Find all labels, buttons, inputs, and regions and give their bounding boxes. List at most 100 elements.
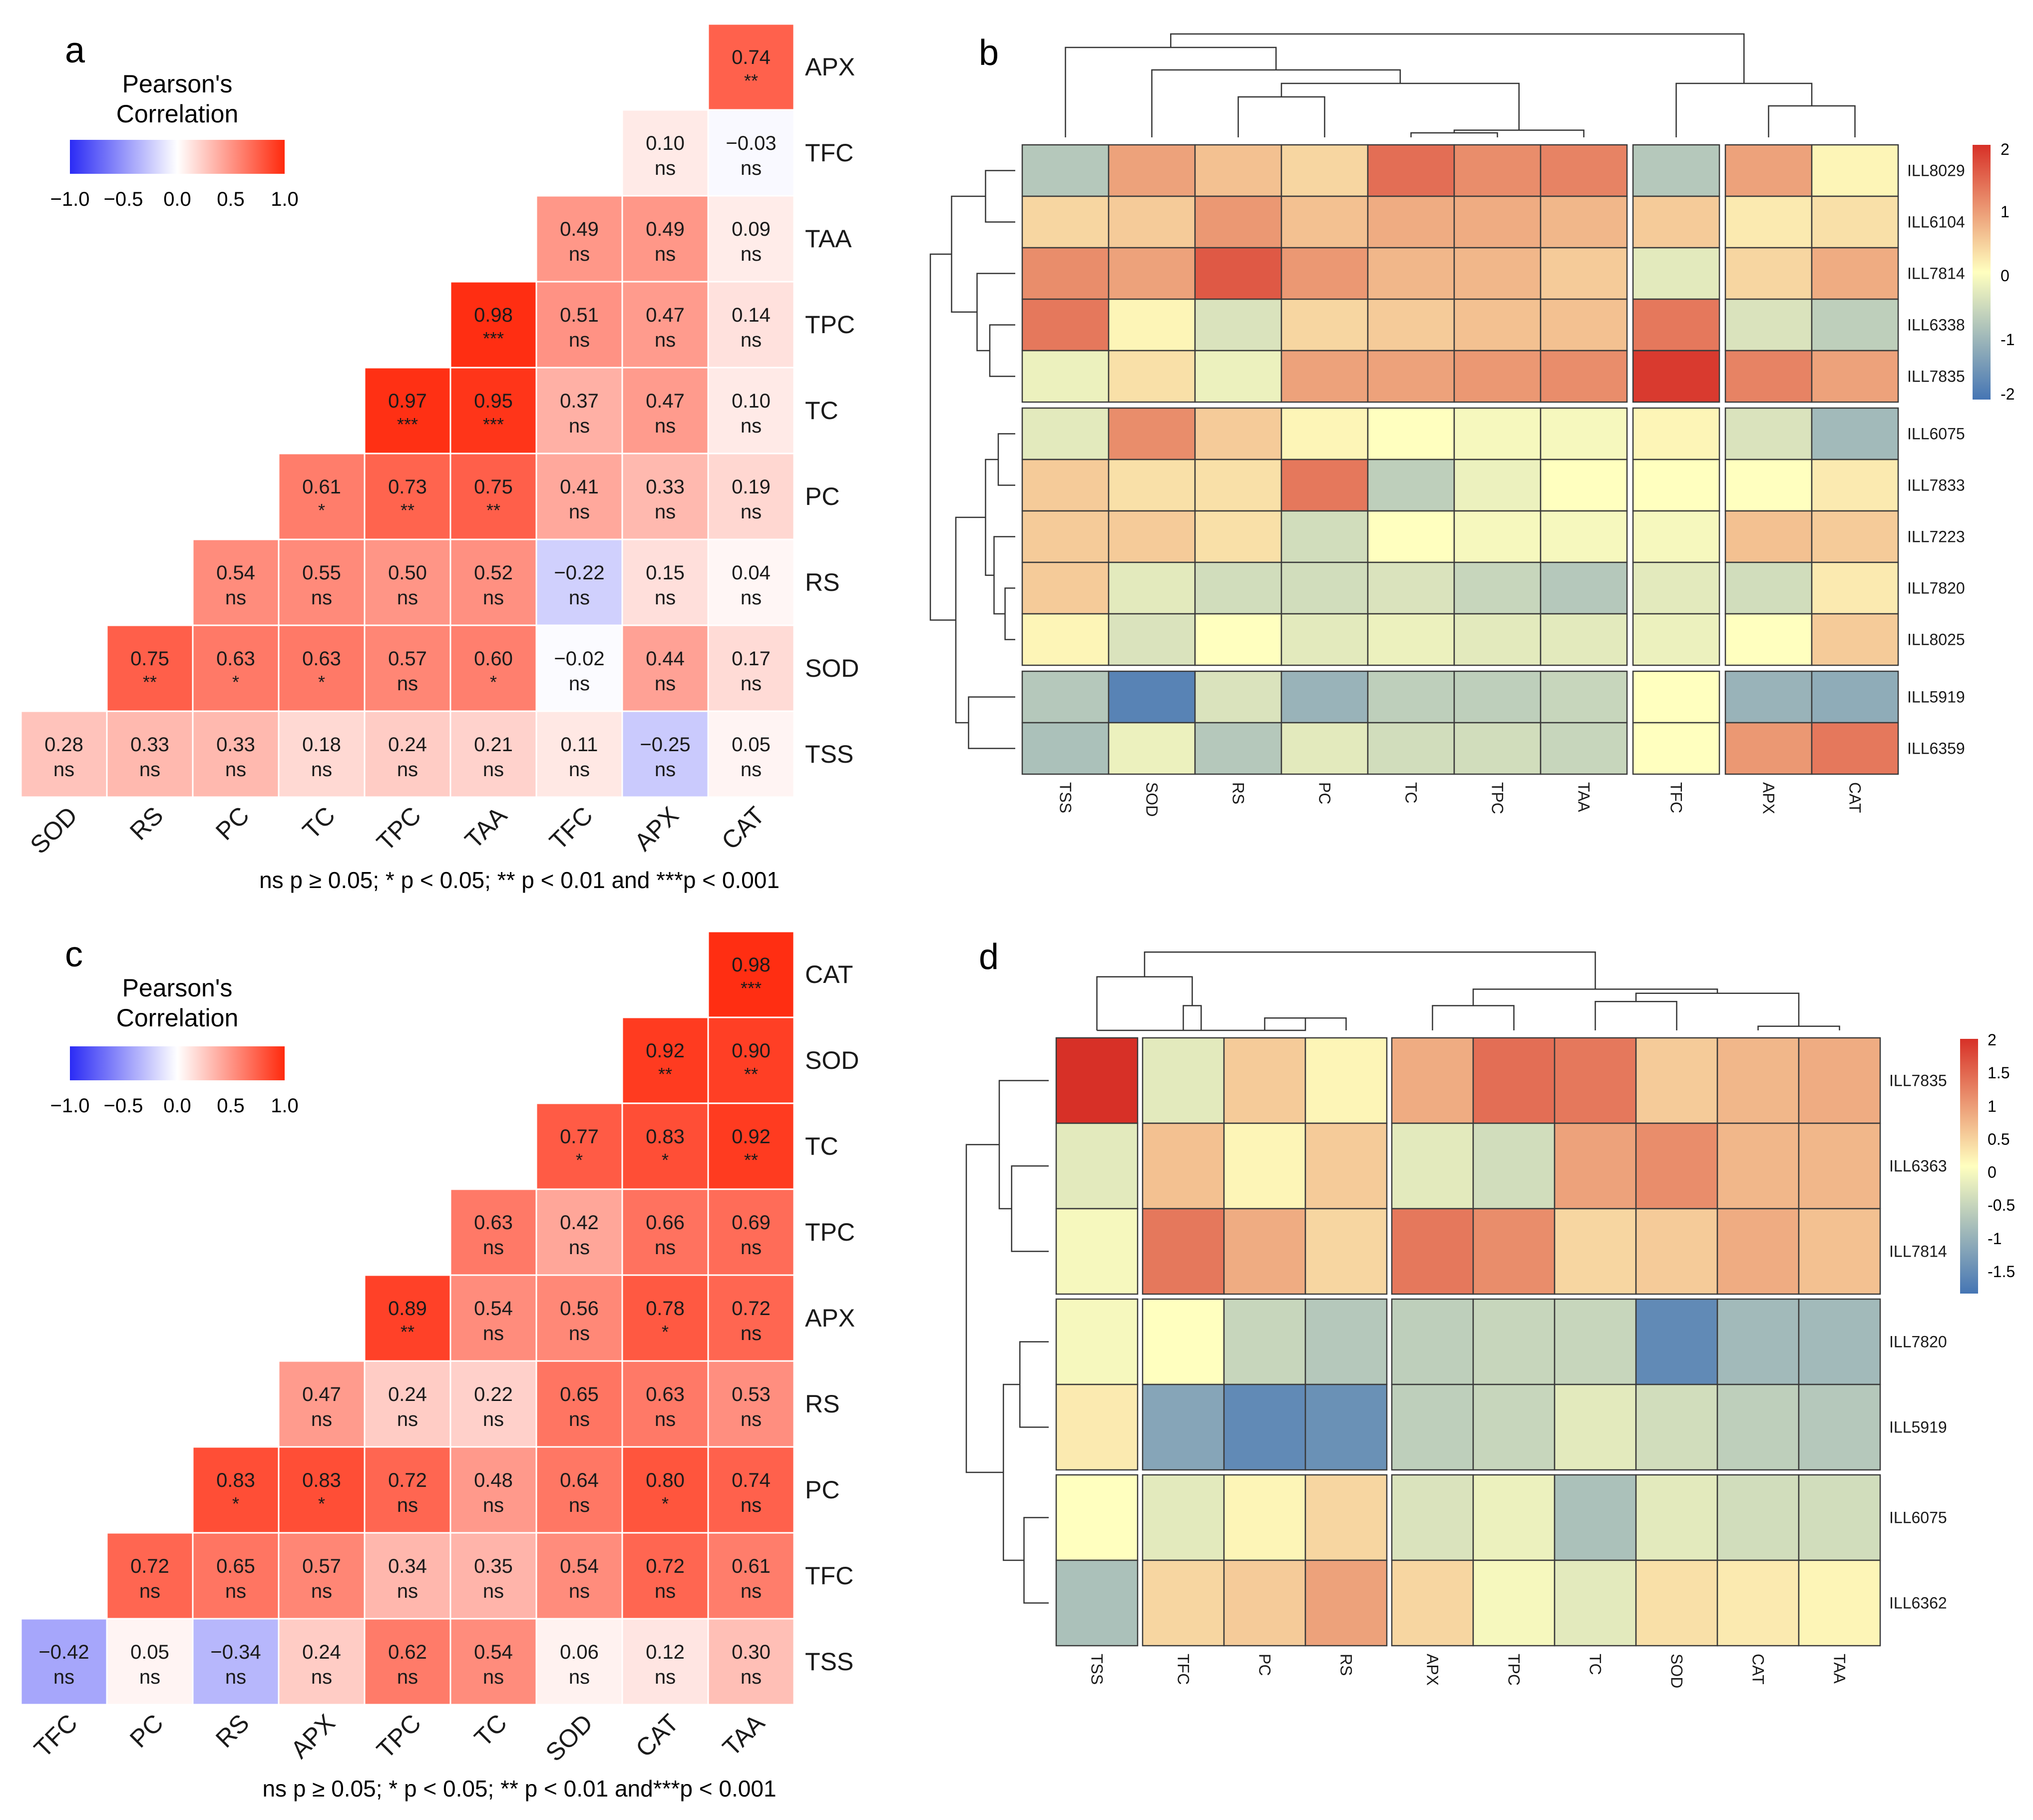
- corr-value: 0.57: [302, 1555, 341, 1577]
- heatmap-cell: [1055, 1298, 1139, 1385]
- col-label: RS: [1337, 1654, 1355, 1676]
- heatmap-cell: [1194, 298, 1282, 352]
- heatmap-cell: [1798, 1474, 1881, 1561]
- dendrogram-branch: [1023, 1517, 1049, 1604]
- corr-value: 0.30: [732, 1641, 771, 1663]
- significance-mark: **: [143, 672, 157, 692]
- heatmap-cell: [1554, 1037, 1637, 1124]
- heatmap-cell: [1472, 1383, 1556, 1471]
- corr-cell: [535, 281, 623, 369]
- scale-tick: 2: [2001, 140, 2010, 158]
- heatmap-cell: [1798, 1383, 1881, 1471]
- heatmap-cell: [1280, 298, 1369, 352]
- col-label: TAA: [459, 801, 512, 854]
- heatmap-cell: [1108, 510, 1196, 563]
- significance-mark: ns: [53, 759, 74, 781]
- heatmap-cell: [1811, 144, 1899, 197]
- row-label: PC: [805, 1476, 839, 1504]
- row-label: ILL6359: [1907, 740, 1965, 758]
- heatmap-cell: [1021, 613, 1110, 666]
- heatmap-cell: [1194, 561, 1282, 615]
- col-label: TAA: [1830, 1654, 1848, 1684]
- significance-mark: *: [318, 672, 325, 692]
- corr-value: 0.28: [44, 734, 83, 756]
- significance-mark: ***: [397, 414, 418, 435]
- corr-value: −0.42: [38, 1641, 89, 1663]
- significance-mark: ns: [741, 673, 762, 695]
- corr-cell: [535, 1274, 623, 1362]
- legend-tick: 0.5: [217, 1095, 245, 1117]
- heatmap-cell: [1632, 195, 1720, 249]
- panel-label: a: [65, 30, 85, 70]
- corr-value: 0.75: [474, 476, 513, 498]
- significance-mark: ns: [397, 673, 418, 695]
- dendrogram-branch: [965, 1144, 1004, 1473]
- heatmap-cell: [1304, 1208, 1388, 1295]
- heatmap-cell: [1142, 1298, 1225, 1385]
- heatmap-cell: [1194, 510, 1282, 563]
- heatmap-cell: [1811, 350, 1899, 403]
- heatmap-cell: [1055, 1383, 1139, 1471]
- corr-cell: [278, 1618, 366, 1706]
- heatmap-cell: [1453, 298, 1542, 352]
- heatmap-cell: [1367, 561, 1455, 615]
- corr-value: 0.51: [560, 304, 599, 326]
- scale-tick: -0.5: [1988, 1196, 2015, 1214]
- row-label: TFC: [805, 1562, 853, 1590]
- heatmap-cell: [1811, 298, 1899, 352]
- col-label: PC: [124, 1709, 169, 1753]
- heatmap-cell: [1142, 1383, 1225, 1471]
- heatmap-cell: [1142, 1474, 1225, 1561]
- row-label: SOD: [805, 654, 859, 682]
- heatmap-cell: [1021, 350, 1110, 403]
- heatmap-cell: [1811, 613, 1899, 666]
- heatmap-cell: [1632, 613, 1720, 666]
- corr-cell: [364, 1618, 451, 1706]
- heatmap-cell: [1108, 458, 1196, 512]
- corr-cell: [364, 624, 451, 712]
- corr-cell: [449, 624, 537, 712]
- significance-mark: ns: [311, 587, 332, 609]
- col-label: TPC: [371, 1709, 426, 1764]
- row-label: PC: [805, 482, 839, 510]
- corr-cell: [364, 538, 451, 626]
- corr-cell: [535, 367, 623, 455]
- corr-value: 0.47: [302, 1383, 341, 1405]
- dendrogram-branch: [1635, 992, 1800, 1026]
- significance-mark: ns: [139, 759, 160, 781]
- col-label: TSS: [1056, 782, 1074, 813]
- corr-value: 0.48: [474, 1469, 513, 1491]
- scale-tick: 1: [2001, 203, 2010, 221]
- corr-cell: [278, 1532, 366, 1620]
- corr-cell: [621, 1446, 709, 1534]
- significance-mark: ns: [741, 1666, 762, 1688]
- significance-mark: *: [662, 1493, 669, 1514]
- heatmap-cell: [1540, 350, 1628, 403]
- dendrogram-branch: [1595, 1001, 1677, 1030]
- heatmap-cell: [1021, 247, 1110, 300]
- heatmap-cell: [1453, 458, 1542, 512]
- heatmap-cell: [1632, 350, 1720, 403]
- heatmap-cell: [1108, 722, 1196, 775]
- heatmap-cells: ILL7835 ILL6363 ILL7814 ILL7820 ILL5919 ILL60…: [1055, 1037, 1947, 1688]
- dendrogram-branch: [1004, 587, 1015, 640]
- significance-mark: ns: [655, 1408, 676, 1430]
- significance-mark: ns: [741, 415, 762, 437]
- corr-cell: [621, 1360, 709, 1448]
- significance-mark: ns: [655, 1666, 676, 1688]
- heatmap-cell: [1724, 458, 1813, 512]
- significance-mark: ns: [569, 1237, 590, 1259]
- corr-value: −0.22: [554, 562, 604, 584]
- panel-d-clustered-heatmap: d ILL7835ILL6363ILL7814ILL7820ILL5919ILL…: [965, 937, 2015, 1688]
- col-label: PC: [210, 801, 255, 846]
- heatmap-cell: [1798, 1208, 1881, 1295]
- heatmap-cell: [1798, 1559, 1881, 1647]
- significance-mark: ns: [225, 759, 246, 781]
- significance-mark: **: [744, 70, 758, 91]
- corr-cell: [278, 1360, 366, 1448]
- corr-value: 0.41: [560, 476, 599, 498]
- heatmap-cell: [1632, 561, 1720, 615]
- significance-mark: ns: [311, 759, 332, 781]
- heatmap-cell: [1280, 195, 1369, 249]
- heatmap-cell: [1724, 298, 1813, 352]
